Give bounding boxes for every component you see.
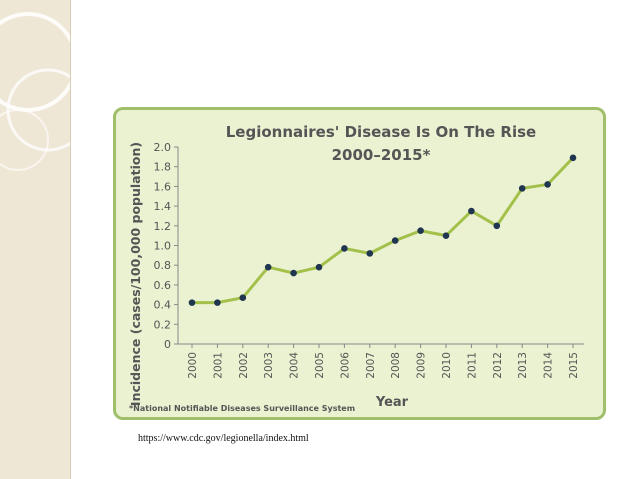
- y-tick-label: 0.4: [154, 299, 172, 312]
- data-point: [188, 299, 196, 306]
- data-point: [569, 154, 577, 162]
- x-tick-label: 2009: [416, 352, 428, 379]
- x-tick-label: 2012: [492, 352, 504, 379]
- y-axis-label: Incidence (cases/100,000 population): [128, 142, 143, 406]
- x-tick-label: 2005: [314, 352, 326, 379]
- decorative-circles: [0, 12, 70, 171]
- data-point: [518, 185, 526, 192]
- y-axis-ticks: 0 0.2 0.4 0.6 0.8 1.0 1.2 1.4 1.6 1.8 2.0: [154, 141, 178, 351]
- x-axis-label: Year: [375, 395, 409, 410]
- line-chart: Legionnaires' Disease Is On The Rise 200…: [128, 123, 584, 413]
- data-point: [468, 207, 475, 215]
- chart-series: [188, 154, 577, 306]
- x-tick-label: 2006: [339, 352, 351, 379]
- y-tick-label: 2.0: [154, 141, 172, 154]
- x-tick-label: 2014: [543, 352, 555, 379]
- y-tick-label: 1.6: [154, 180, 172, 193]
- x-tick-label: 2015: [568, 352, 580, 379]
- y-tick-label: 1.8: [154, 161, 172, 174]
- y-tick-label: 1.4: [154, 200, 172, 213]
- data-point: [544, 181, 551, 188]
- chart-subtitle: 2000–2015*: [332, 146, 431, 164]
- y-tick-label: 0: [164, 338, 171, 351]
- data-point: [417, 227, 424, 235]
- x-axis-ticks: 2000 2001 2002 2003 2004 2005 2006 2007 2008 2009…: [187, 344, 580, 379]
- x-tick-label: 2004: [289, 352, 301, 379]
- data-point: [493, 222, 501, 230]
- x-tick-label: 2010: [441, 352, 453, 379]
- data-point: [366, 250, 374, 257]
- series-line: [192, 156, 575, 305]
- y-tick-label: 1.2: [154, 220, 172, 233]
- y-tick-label: 1.0: [154, 240, 172, 253]
- chart-footnote: *National Notifiable Diseases Surveillan…: [129, 404, 355, 413]
- chart-title: Legionnaires' Disease Is On The Rise: [226, 123, 536, 141]
- data-point: [239, 294, 247, 302]
- data-point: [442, 232, 450, 239]
- x-tick-label: 2001: [212, 352, 224, 379]
- x-tick-label: 2002: [238, 352, 250, 379]
- data-point: [214, 299, 221, 306]
- x-tick-label: 2008: [390, 352, 402, 379]
- y-tick-label: 0.2: [154, 318, 172, 331]
- decorative-band: [0, 0, 70, 479]
- band-divider: [70, 0, 71, 479]
- data-point: [391, 237, 399, 244]
- data-point: [341, 245, 348, 252]
- y-tick-label: 0.6: [154, 279, 172, 292]
- x-tick-label: 2007: [365, 352, 377, 379]
- x-tick-label: 2000: [187, 352, 199, 379]
- data-point: [264, 263, 272, 271]
- x-tick-label: 2011: [466, 352, 478, 379]
- data-point: [315, 263, 323, 271]
- chart-panel: Legionnaires' Disease Is On The Rise 200…: [113, 107, 606, 420]
- y-tick-label: 0.8: [154, 259, 172, 272]
- x-tick-label: 2013: [517, 352, 529, 379]
- x-tick-label: 2003: [263, 352, 275, 379]
- chart-axes: [177, 147, 584, 345]
- source-url: https://www.cdc.gov/legionella/index.htm…: [138, 433, 309, 444]
- data-point: [290, 269, 297, 277]
